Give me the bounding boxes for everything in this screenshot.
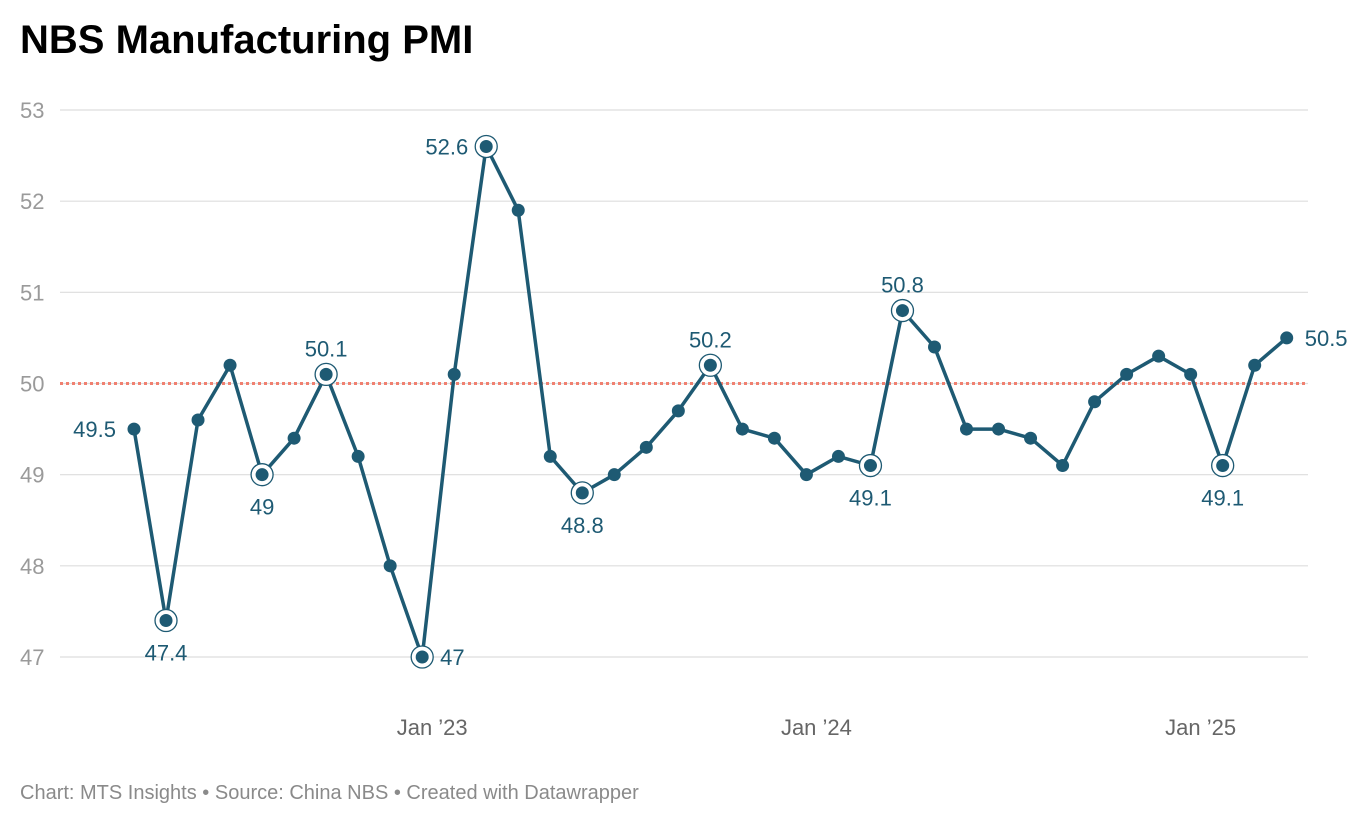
- data-point: [992, 422, 1006, 436]
- data-point: [1216, 459, 1230, 473]
- series-group: [132, 144, 1289, 659]
- data-point: [319, 367, 333, 381]
- data-label: 47.4: [145, 641, 188, 666]
- y-tick-label: 48: [20, 554, 44, 579]
- y-axis-ticks: 53 52 51 50 49 48 47: [20, 98, 44, 670]
- data-point: [351, 449, 365, 463]
- data-label: 48.8: [561, 513, 604, 538]
- footer-chart-by: Chart: MTS Insights: [20, 782, 197, 804]
- y-tick-label: 47: [20, 645, 44, 670]
- footer-created: Created with Datawrapper: [406, 782, 639, 804]
- data-point: [383, 559, 397, 573]
- data-point: [1088, 395, 1102, 409]
- footer-separator: •: [202, 782, 210, 804]
- data-point: [735, 422, 749, 436]
- x-tick-label: Jan ’25: [1165, 715, 1236, 740]
- data-point: [1184, 367, 1198, 381]
- y-tick-label: 52: [20, 189, 44, 214]
- highlight-rings: [154, 134, 1235, 669]
- y-tick-label: 51: [20, 280, 44, 305]
- data-point: [127, 422, 141, 436]
- data-point: [511, 203, 525, 217]
- data-points: [127, 139, 1294, 664]
- data-point: [671, 404, 685, 418]
- data-point: [415, 650, 429, 664]
- data-point: [575, 486, 589, 500]
- x-tick-label: Jan ’24: [781, 715, 852, 740]
- data-point: [928, 340, 941, 354]
- data-point: [479, 139, 493, 153]
- data-point: [863, 459, 877, 473]
- data-point: [960, 422, 974, 436]
- data-label: 49: [250, 495, 274, 520]
- data-point: [1152, 349, 1166, 363]
- data-point: [799, 468, 813, 482]
- data-point: [287, 431, 301, 445]
- data-point: [607, 468, 621, 482]
- x-axis-ticks: Jan ’23 Jan ’24 Jan ’25: [397, 715, 1236, 740]
- data-point: [703, 358, 717, 372]
- data-point: [255, 468, 269, 482]
- data-point: [1120, 367, 1134, 381]
- data-point: [1280, 331, 1294, 345]
- data-label: 50.5: [1305, 326, 1348, 351]
- data-point: [1056, 459, 1070, 473]
- data-label: 50.1: [305, 336, 348, 361]
- footer-source: Source: China NBS: [214, 782, 389, 804]
- data-point: [1024, 431, 1038, 445]
- y-tick-label: 53: [20, 98, 44, 123]
- data-point: [159, 614, 173, 628]
- data-point: [767, 431, 781, 445]
- chart-footer: Chart: MTS Insights • Source: China NBS …: [20, 782, 639, 805]
- footer-separator: •: [393, 782, 401, 804]
- data-labels: 49.5 47.4 49 50.1 47 52.6 48.8 50.2 49.1 50.8 49.1…: [73, 134, 1347, 670]
- y-tick-label: 49: [20, 463, 44, 488]
- data-point: [1248, 358, 1262, 372]
- data-label: 49.1: [849, 486, 892, 511]
- data-point: [447, 367, 461, 381]
- data-label: 50.2: [689, 327, 732, 352]
- gridlines: [60, 109, 1308, 658]
- y-tick-label: 50: [20, 372, 44, 397]
- series-line: [132, 144, 1289, 659]
- data-point: [895, 304, 909, 318]
- data-label: 49.5: [73, 417, 116, 442]
- chart-title: NBS Manufacturing PMI: [20, 18, 474, 62]
- x-tick-label: Jan ’23: [397, 715, 468, 740]
- data-point: [223, 358, 237, 372]
- data-point: [639, 440, 653, 454]
- data-label: 50.8: [881, 273, 924, 298]
- data-label: 49.1: [1201, 486, 1244, 511]
- data-point: [543, 449, 557, 463]
- data-point: [191, 413, 205, 427]
- data-label: 47: [440, 645, 464, 670]
- data-point: [831, 449, 845, 463]
- data-label: 52.6: [425, 134, 468, 159]
